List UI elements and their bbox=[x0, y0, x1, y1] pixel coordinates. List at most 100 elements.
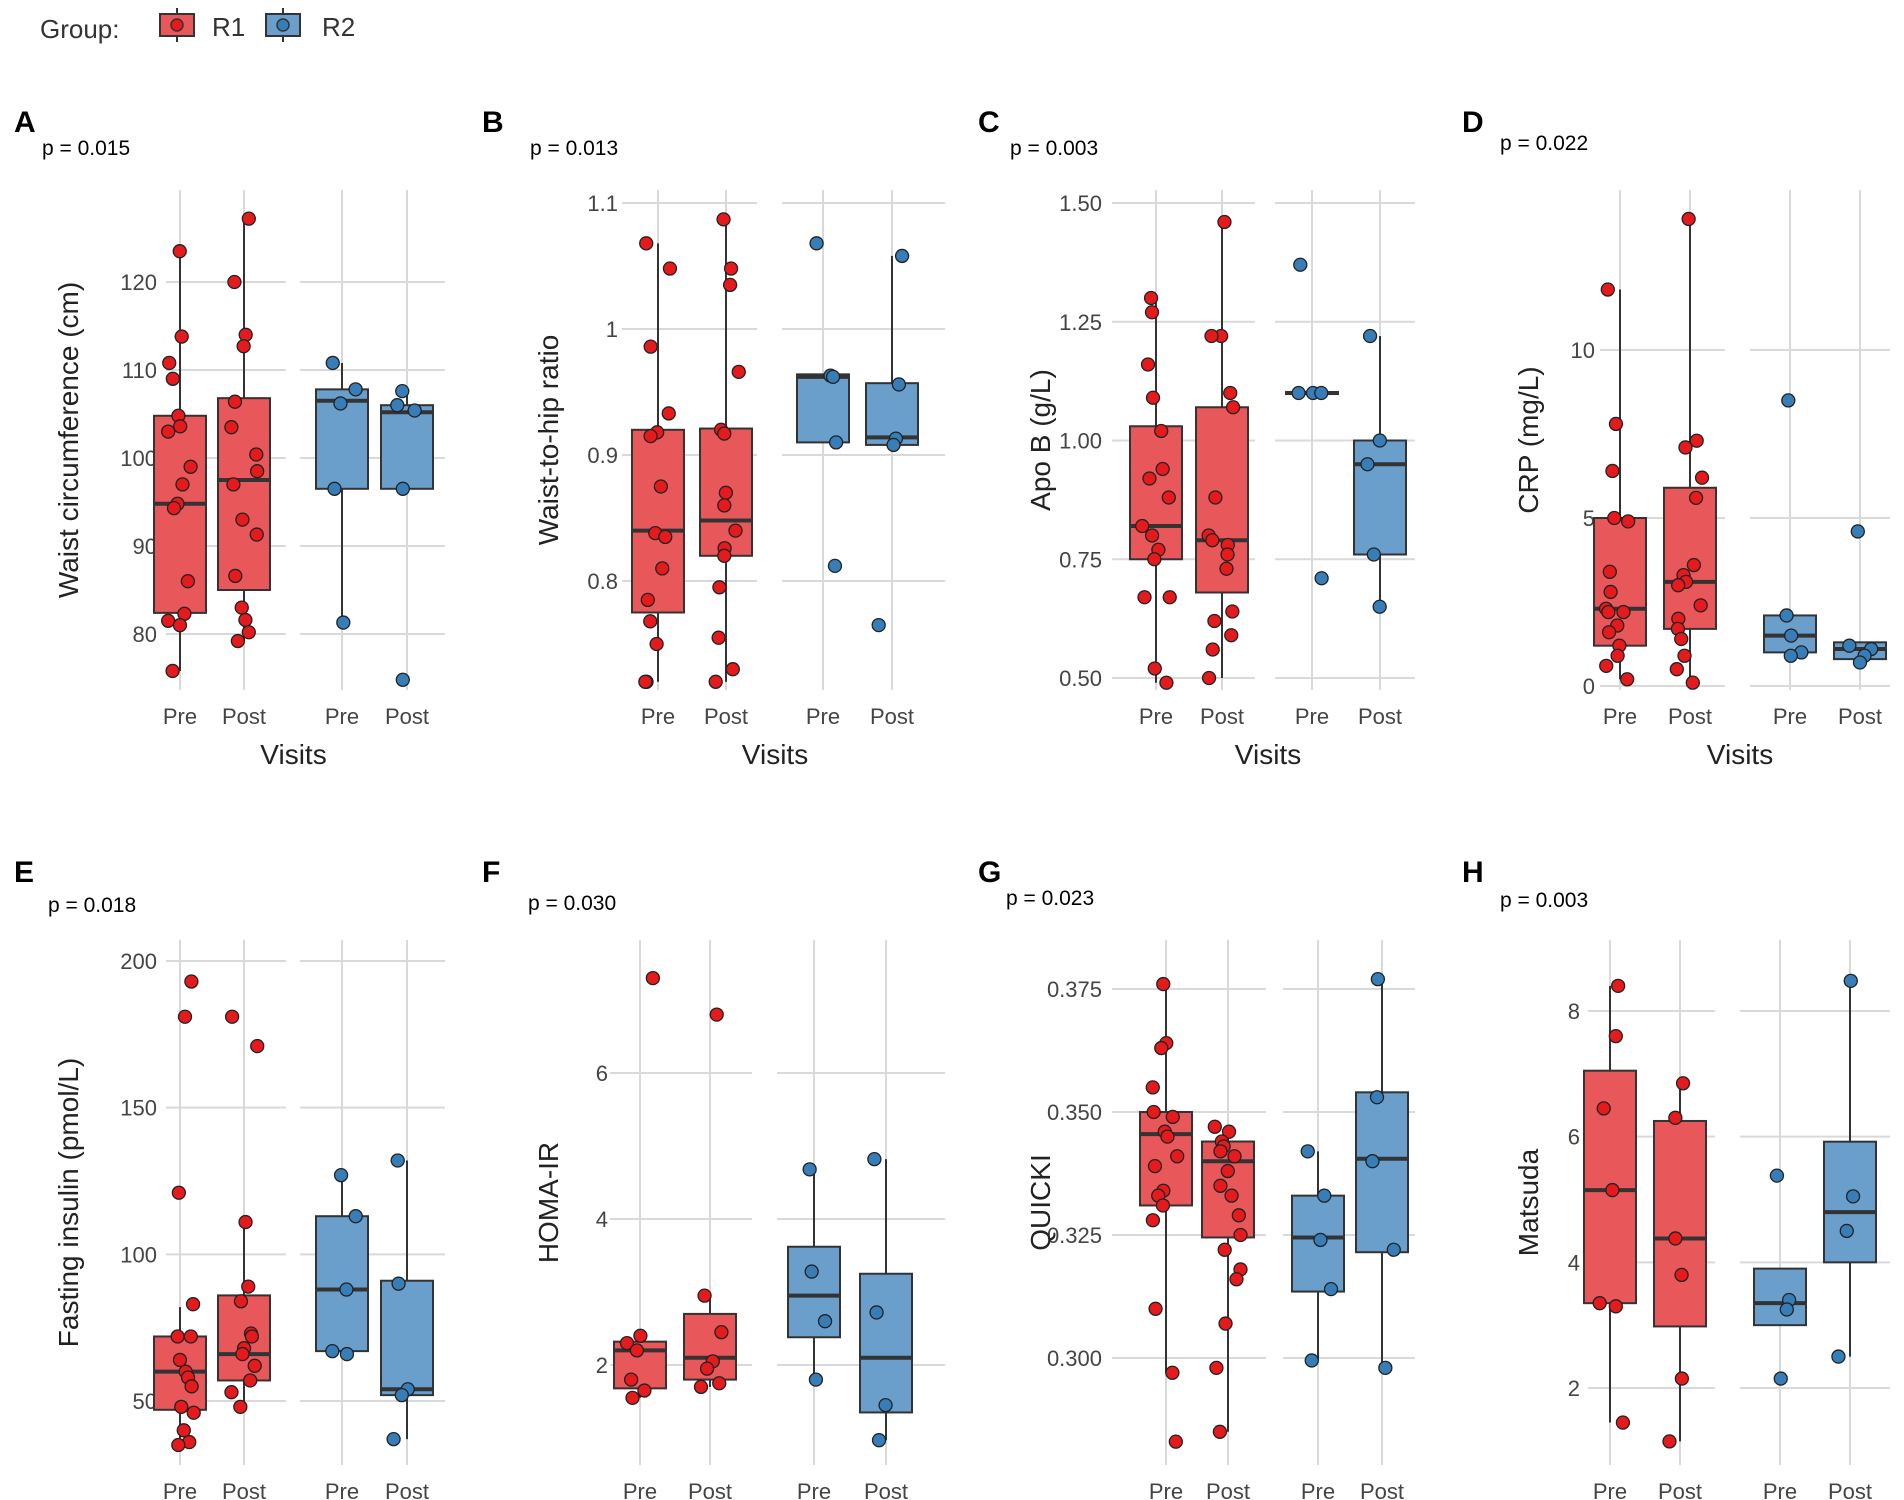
y-tick-label: 0.325 bbox=[1047, 1223, 1102, 1248]
data-point bbox=[1300, 1144, 1315, 1159]
data-point bbox=[250, 464, 265, 479]
data-point bbox=[235, 512, 250, 527]
data-point bbox=[1213, 1178, 1228, 1193]
data-point bbox=[395, 481, 410, 496]
data-point bbox=[827, 558, 843, 574]
data-point bbox=[325, 355, 340, 371]
data-point bbox=[1600, 282, 1615, 297]
x-tick-label: Pre bbox=[641, 704, 675, 729]
y-tick-label: 0.375 bbox=[1047, 977, 1102, 1002]
data-point bbox=[1201, 670, 1217, 686]
data-point bbox=[339, 1282, 354, 1297]
data-point bbox=[649, 636, 664, 652]
data-point bbox=[1671, 578, 1686, 593]
data-point bbox=[1213, 1144, 1228, 1159]
x-tick-label: Pre bbox=[1295, 704, 1329, 729]
panel-g: 0.300 0.325 0.350 0.375 Pre Post Pre Post Gp = 0… bbox=[978, 856, 1415, 1500]
data-point bbox=[1852, 655, 1868, 670]
data-point bbox=[348, 1209, 363, 1224]
data-point bbox=[697, 1288, 712, 1303]
data-point bbox=[234, 600, 249, 615]
data-point bbox=[867, 1151, 882, 1167]
y-tick-label: 200 bbox=[120, 949, 157, 974]
x-tick-label: Pre bbox=[1773, 704, 1807, 729]
box-iqr bbox=[1353, 439, 1407, 556]
data-point bbox=[1592, 1296, 1607, 1311]
panel-letter: D bbox=[1462, 106, 1484, 139]
data-point bbox=[172, 244, 187, 259]
data-point bbox=[339, 1346, 355, 1362]
data-point bbox=[1839, 1223, 1854, 1239]
data-point bbox=[1674, 1267, 1689, 1283]
data-point bbox=[723, 261, 739, 276]
data-point bbox=[637, 1383, 652, 1398]
y-tick-label: 1.1 bbox=[587, 191, 618, 216]
y-tick-label: 6 bbox=[1568, 1125, 1580, 1150]
data-point bbox=[1155, 1198, 1171, 1213]
data-point bbox=[241, 211, 256, 226]
y-tick-label: 100 bbox=[120, 1242, 157, 1267]
data-point bbox=[170, 1329, 185, 1344]
data-point bbox=[1674, 1371, 1690, 1386]
data-point bbox=[643, 428, 658, 444]
data-point bbox=[333, 396, 348, 411]
x-tick-label: Pre bbox=[1301, 1479, 1335, 1500]
y-tick-label: 1.00 bbox=[1059, 429, 1102, 454]
box-iqr bbox=[153, 414, 207, 614]
y-tick-label: 2 bbox=[1568, 1376, 1580, 1401]
data-point bbox=[165, 663, 180, 679]
data-point bbox=[1850, 524, 1865, 539]
data-point bbox=[180, 574, 196, 589]
x-tick-label: Pre bbox=[1603, 704, 1637, 729]
y-tick-label: 0.9 bbox=[587, 443, 618, 468]
data-point bbox=[623, 1372, 639, 1387]
data-point bbox=[725, 662, 740, 677]
data-point bbox=[227, 274, 242, 290]
data-point bbox=[161, 424, 176, 439]
data-point bbox=[1610, 648, 1625, 663]
y-axis-title: Matsuda bbox=[1513, 1148, 1544, 1256]
data-point bbox=[1220, 1163, 1235, 1179]
y-tick-label: 0.75 bbox=[1059, 547, 1102, 572]
x-tick-label: Post bbox=[1200, 704, 1244, 729]
data-point bbox=[1170, 1149, 1185, 1164]
data-point bbox=[390, 1153, 405, 1168]
data-point bbox=[1620, 672, 1635, 687]
data-point bbox=[1143, 290, 1159, 306]
y-tick-label: 5 bbox=[1583, 506, 1595, 531]
data-point bbox=[1372, 433, 1387, 448]
panel-letter: H bbox=[1462, 856, 1484, 889]
panel-f: 2 4 6 Pre Post Pre Post Fp = 0.030 HOMA-IR bbox=[482, 856, 945, 1500]
data-point bbox=[714, 1325, 729, 1340]
data-point bbox=[1205, 642, 1220, 657]
x-tick-label: Post bbox=[1828, 1479, 1872, 1500]
data-point bbox=[1146, 1104, 1161, 1120]
data-point bbox=[224, 420, 239, 435]
data-point bbox=[1219, 561, 1234, 576]
data-point bbox=[1677, 648, 1692, 663]
data-point bbox=[224, 1385, 239, 1400]
data-point bbox=[1842, 638, 1857, 653]
p-value: p = 0.013 bbox=[530, 137, 618, 160]
data-point bbox=[1168, 1434, 1183, 1449]
box-iqr bbox=[380, 1279, 434, 1397]
panel-letter: A bbox=[14, 106, 36, 139]
data-point bbox=[828, 435, 844, 450]
data-point bbox=[1159, 675, 1174, 690]
data-point bbox=[1135, 518, 1150, 534]
data-point bbox=[1293, 257, 1308, 272]
box-r2-pre bbox=[787, 1162, 841, 1387]
data-point bbox=[241, 625, 256, 640]
y-tick-label: 80 bbox=[133, 622, 157, 647]
data-point bbox=[238, 1214, 253, 1230]
data-point bbox=[1165, 1109, 1180, 1125]
data-point bbox=[395, 383, 410, 399]
data-point bbox=[658, 529, 673, 545]
data-point bbox=[1773, 1371, 1788, 1386]
y-tick-label: 150 bbox=[120, 1096, 157, 1121]
data-point bbox=[1161, 490, 1176, 505]
data-point bbox=[236, 339, 251, 354]
data-point bbox=[1205, 533, 1220, 548]
data-point bbox=[1144, 528, 1160, 543]
legend-label-r1: R1 bbox=[212, 12, 245, 42]
